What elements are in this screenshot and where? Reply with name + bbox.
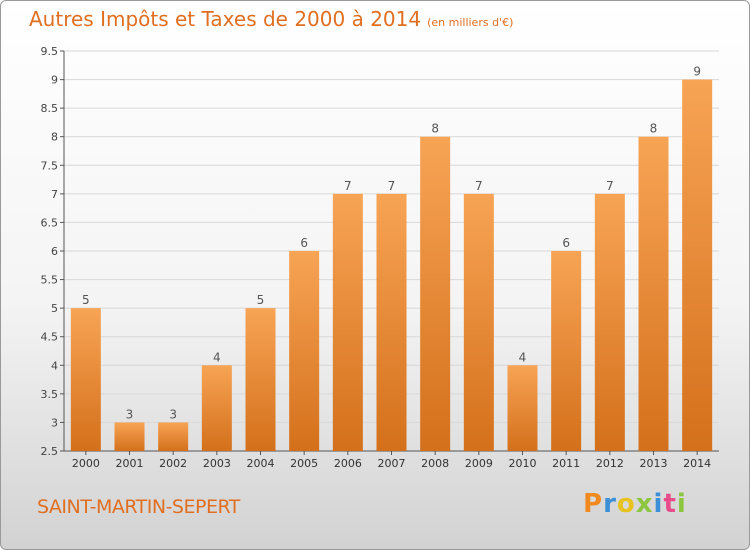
proxiti-logo: Proxiti [583,489,687,519]
data-label: 9 [693,65,701,79]
chart-title-text: Autres Impôts et Taxes de 2000 à 2014 [29,7,422,31]
logo-letter: i [653,489,664,519]
y-tick-label: 9.5 [41,45,59,58]
data-label: 4 [519,350,527,364]
bar-2001 [114,422,145,451]
x-tick-label: 2005 [290,457,318,470]
bar-2008 [420,136,451,451]
data-label: 6 [300,236,308,250]
x-tick-label: 2007 [378,457,406,470]
data-label: 8 [431,122,439,136]
bar-2014 [682,79,713,452]
data-label: 3 [126,407,134,421]
y-tick-label: 5.5 [41,274,59,287]
x-tick-label: 2008 [421,457,449,470]
data-label: 5 [82,293,90,307]
y-tick-label: 5 [51,302,58,315]
x-tick-label: 2010 [509,457,537,470]
y-tick-label: 6 [51,245,58,258]
bar-2013 [638,136,669,451]
y-tick-label: 6.5 [41,216,59,229]
data-label: 3 [169,407,177,421]
bar-2011 [551,251,582,451]
y-tick-label: 4.5 [41,331,59,344]
y-tick-label: 2.5 [41,445,59,458]
x-tick-label: 2003 [203,457,231,470]
data-label: 8 [650,122,658,136]
labels: 2.5 3 3.5 4 4.5 5 5.5 6 6.5 7 7.5 8 8.5 9 9.5 2000 5 2001… [41,45,712,470]
chart-unit-label: (en milliers d'€) [427,16,514,29]
x-tick-label: 2009 [465,457,493,470]
y-tick-label: 3.5 [41,388,59,401]
data-label: 4 [213,350,221,364]
bar-2007 [376,193,407,451]
x-tick-label: 2002 [159,457,187,470]
logo-letter: P [583,489,604,519]
bar-2006 [332,193,363,451]
data-label: 7 [606,179,614,193]
logo-letter: r [603,489,617,519]
logo-letter: x [635,489,654,519]
data-label: 5 [257,293,265,307]
y-tick-label: 4 [51,359,58,372]
logo-letter: t [663,489,677,519]
bar-2003 [201,365,232,451]
x-tick-label: 2014 [683,457,711,470]
bar-2000 [70,308,101,451]
logo-letter: i [676,489,687,519]
logo-letter: o [616,489,636,519]
bar-2012 [594,193,625,451]
data-label: 7 [475,179,483,193]
bar-2009 [463,193,494,451]
y-tick-label: 7.5 [41,159,59,172]
bar-2010 [507,365,538,451]
x-tick-label: 2011 [552,457,580,470]
data-label: 6 [562,236,570,250]
x-tick-label: 2001 [116,457,144,470]
x-tick-label: 2000 [72,457,100,470]
data-label: 7 [388,179,396,193]
data-label: 7 [344,179,352,193]
bar-2002 [158,422,189,451]
y-tick-label: 8 [51,131,58,144]
y-tick-label: 3 [51,416,58,429]
bar-2004 [245,308,276,451]
y-tick-label: 7 [51,188,58,201]
chart-title: Autres Impôts et Taxes de 2000 à 2014 (en… [29,7,513,31]
x-tick-label: 2004 [247,457,275,470]
bar-2005 [289,251,320,451]
x-tick-label: 2012 [596,457,624,470]
y-tick-label: 8.5 [41,102,59,115]
x-tick-label: 2013 [640,457,668,470]
x-tick-label: 2006 [334,457,362,470]
bars [70,79,713,452]
y-tick-label: 9 [51,74,58,87]
commune-name: SAINT-MARTIN-SEPERT [37,496,240,518]
